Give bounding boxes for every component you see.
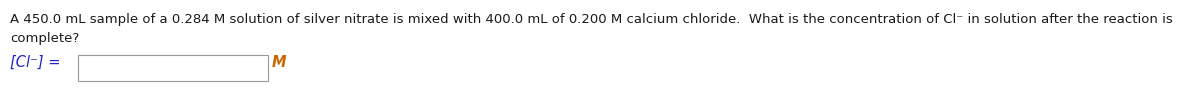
Text: complete?: complete? xyxy=(10,32,79,45)
Text: A 450.0 mL sample of a 0.284 M solution of silver nitrate is mixed with 400.0 mL: A 450.0 mL sample of a 0.284 M solution … xyxy=(10,13,1172,26)
Text: [Cl⁻] =: [Cl⁻] = xyxy=(10,55,60,70)
Bar xyxy=(78,55,268,81)
Text: M: M xyxy=(272,55,287,70)
